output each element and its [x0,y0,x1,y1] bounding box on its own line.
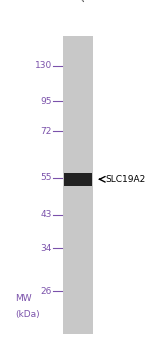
Text: 43: 43 [40,210,52,219]
Text: 72: 72 [40,127,52,136]
Text: 95: 95 [40,97,52,106]
Text: Mouse liver: Mouse liver [79,0,119,4]
Text: 130: 130 [34,61,52,70]
FancyBboxPatch shape [63,36,93,334]
Text: MW: MW [15,294,32,303]
Text: 34: 34 [40,244,52,253]
FancyBboxPatch shape [64,173,92,186]
Text: SLC19A2: SLC19A2 [105,175,145,184]
Text: (kDa): (kDa) [15,310,40,319]
Text: 26: 26 [40,286,52,296]
Text: 55: 55 [40,173,52,182]
